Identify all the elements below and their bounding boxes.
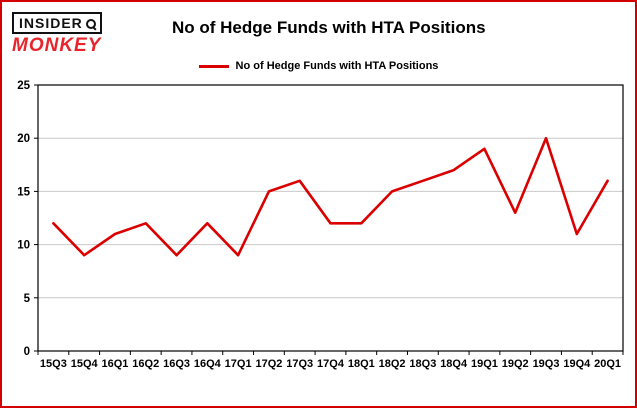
x-tick-label: 19Q2 bbox=[502, 358, 529, 370]
x-tick-label: 20Q1 bbox=[594, 358, 621, 370]
x-tick-label: 16Q1 bbox=[102, 358, 129, 370]
x-tick-label: 17Q2 bbox=[255, 358, 282, 370]
legend-line-swatch bbox=[198, 64, 229, 68]
x-tick-label: 18Q2 bbox=[379, 358, 406, 370]
x-tick-label: 17Q1 bbox=[225, 358, 252, 370]
y-tick-label: 0 bbox=[24, 346, 30, 358]
x-tick-label: 19Q4 bbox=[563, 358, 591, 370]
magnifier-icon bbox=[85, 18, 96, 29]
x-tick-label: 15Q3 bbox=[40, 358, 67, 370]
insider-monkey-logo: INSIDER MONKEY bbox=[12, 12, 102, 56]
chart-title: No of Hedge Funds with HTA Positions bbox=[172, 18, 486, 37]
logo-monkey-text: MONKEY bbox=[12, 34, 102, 56]
legend-label: No of Hedge Funds with HTA Positions bbox=[235, 60, 439, 72]
x-tick-label: 19Q3 bbox=[533, 358, 560, 370]
x-tick-label: 19Q1 bbox=[471, 358, 498, 370]
logo-insider-text: INSIDER bbox=[19, 15, 83, 31]
x-tick-label: 18Q4 bbox=[440, 358, 468, 370]
y-tick-label: 20 bbox=[17, 133, 30, 145]
x-tick-label: 16Q2 bbox=[132, 358, 159, 370]
x-tick-label: 18Q3 bbox=[409, 358, 436, 370]
data-line bbox=[52, 136, 609, 257]
y-tick-label: 25 bbox=[17, 80, 30, 92]
y-tick-label: 10 bbox=[17, 240, 30, 252]
x-tick-label: 18Q1 bbox=[348, 358, 375, 370]
x-tick-label: 16Q4 bbox=[194, 358, 222, 370]
x-tick-label: 17Q4 bbox=[317, 358, 345, 370]
plot-border bbox=[37, 84, 624, 352]
x-tick-label: 16Q3 bbox=[163, 358, 190, 370]
x-tick-label: 17Q3 bbox=[286, 358, 313, 370]
x-tick-label: 15Q4 bbox=[71, 358, 99, 370]
y-tick-label: 5 bbox=[24, 293, 31, 305]
logo-insider-box: INSIDER bbox=[12, 12, 102, 34]
legend: No of Hedge Funds with HTA Positions bbox=[2, 60, 635, 72]
y-tick-label: 15 bbox=[17, 186, 30, 198]
